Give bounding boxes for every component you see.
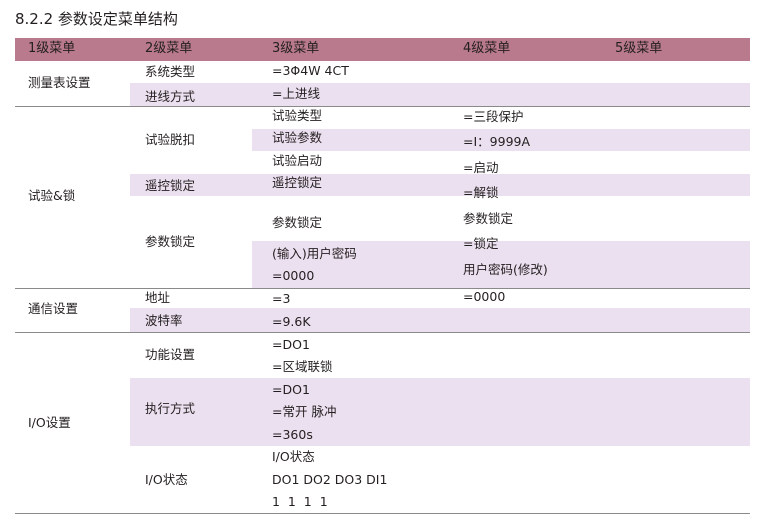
section-divider xyxy=(15,288,750,289)
menu-l1-io: I/O设置 xyxy=(28,415,71,430)
shaded-row xyxy=(130,174,750,196)
menu-l3: 1 1 1 1 xyxy=(272,494,328,509)
menu-l4: =锁定 xyxy=(463,236,499,251)
menu-l3: 参数锁定 xyxy=(272,215,323,230)
shaded-row xyxy=(130,378,750,446)
menu-l2: I/O状态 xyxy=(145,472,188,487)
menu-l3: =区域联锁 xyxy=(272,359,333,374)
menu-l3: =常开 脉冲 xyxy=(272,404,337,419)
menu-l3: =上进线 xyxy=(272,86,320,101)
menu-l4: =I：9999A xyxy=(463,134,531,149)
menu-l3: =9.6K xyxy=(272,314,311,329)
shaded-row xyxy=(252,129,750,151)
section-divider xyxy=(15,332,750,333)
menu-l4: 用户密码(修改) xyxy=(463,262,548,277)
menu-l3: (输入)用户密码 xyxy=(272,246,357,261)
menu-l2: 功能设置 xyxy=(145,347,196,362)
menu-l2: 地址 xyxy=(145,290,171,305)
menu-l3: DO1 DO2 DO3 DI1 xyxy=(272,472,388,487)
menu-l2: 系统类型 xyxy=(145,64,196,79)
menu-l1-meter: 测量表设置 xyxy=(28,75,91,90)
header-col-2: 2级菜单 xyxy=(145,41,193,56)
shaded-row xyxy=(252,241,750,288)
menu-l3: =DO1 xyxy=(272,382,310,397)
menu-l2: 执行方式 xyxy=(145,401,196,416)
shaded-row xyxy=(130,83,750,106)
section-divider xyxy=(15,106,750,107)
menu-l2: 遥控锁定 xyxy=(145,178,196,193)
menu-l4: =解锁 xyxy=(463,185,499,200)
header-col-1: 1级菜单 xyxy=(28,41,76,56)
menu-l1-comm: 通信设置 xyxy=(28,301,79,316)
header-col-5: 5级菜单 xyxy=(615,41,663,56)
menu-l2: 进线方式 xyxy=(145,89,196,104)
page-title: 8.2.2 参数设定菜单结构 xyxy=(15,10,178,28)
menu-l3: =0000 xyxy=(272,268,315,283)
menu-l1-test: 试验&锁 xyxy=(28,188,76,203)
header-col-4: 4级菜单 xyxy=(463,41,511,56)
menu-l2: 波特率 xyxy=(145,313,183,328)
header-col-3: 3级菜单 xyxy=(272,41,320,56)
menu-l3: 试验类型 xyxy=(272,108,323,123)
menu-l2: 参数锁定 xyxy=(145,234,196,249)
table-header: 1级菜单 2级菜单 3级菜单 4级菜单 5级菜单 xyxy=(15,38,750,61)
shaded-row xyxy=(130,308,750,332)
menu-l4: =0000 xyxy=(463,289,506,304)
menu-l3: I/O状态 xyxy=(272,449,315,464)
menu-l2: 试验脱扣 xyxy=(145,132,196,147)
menu-l3: 试验参数 xyxy=(272,130,323,145)
menu-l3: 遥控锁定 xyxy=(272,175,323,190)
menu-l3: =360s xyxy=(272,427,313,442)
menu-l4: 参数锁定 xyxy=(463,211,514,226)
menu-l3: =3Φ4W 4CT xyxy=(272,63,349,78)
menu-l3: 试验启动 xyxy=(272,153,323,168)
menu-l4: =三段保护 xyxy=(463,109,524,124)
menu-l3: =DO1 xyxy=(272,337,310,352)
section-divider xyxy=(15,513,750,514)
menu-l3: =3 xyxy=(272,291,291,306)
menu-l4: =启动 xyxy=(463,160,499,175)
